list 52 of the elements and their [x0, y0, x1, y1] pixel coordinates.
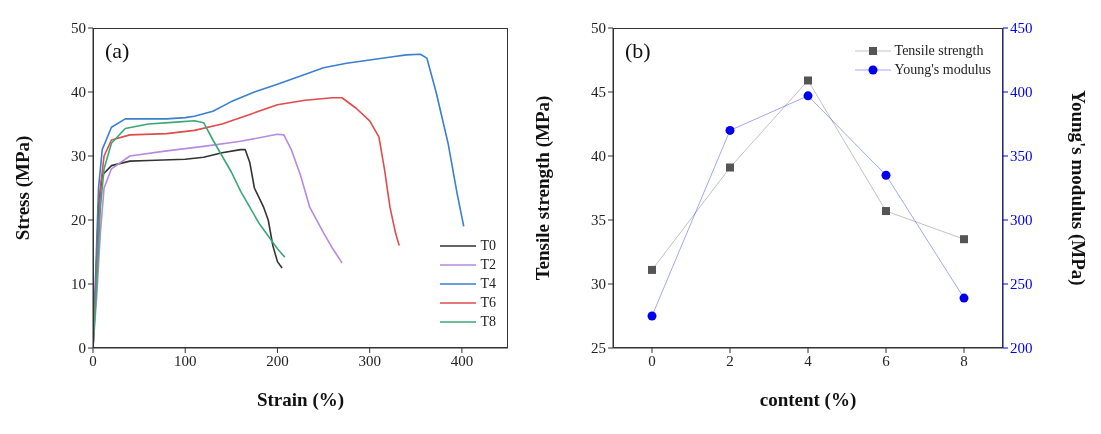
y-tick-label: 30 [71, 148, 86, 165]
annotation: (b) [625, 38, 651, 64]
y2-axis-title: Young's modulus (MPa) [1067, 90, 1090, 286]
x-tick-label: 100 [173, 352, 197, 369]
y2-tick-label: 400 [1010, 84, 1033, 101]
x-tick-label: 4 [804, 352, 813, 369]
point [959, 293, 969, 303]
legend-label: Tensile strength [894, 42, 984, 59]
point [881, 170, 891, 180]
y-tick-label: 25 [591, 340, 606, 357]
point [725, 125, 735, 135]
x-tick-label: 8 [960, 352, 968, 369]
y-tick-label: 45 [591, 84, 606, 101]
y-tick-label: 50 [591, 20, 606, 37]
y-tick-label: 50 [71, 20, 86, 37]
legend-label: T0 [480, 237, 496, 254]
y2-tick-label: 450 [1010, 20, 1033, 37]
y2-tick-label: 350 [1010, 148, 1033, 165]
x-axis-title: content (%) [759, 389, 857, 411]
x-tick-label: 0 [89, 352, 97, 369]
point [648, 265, 656, 274]
x-tick-label: 300 [358, 352, 381, 369]
y-tick-label: 20 [71, 212, 86, 229]
annotation: (a) [105, 38, 130, 64]
y2-tick-label: 200 [1010, 340, 1033, 357]
y-axis-title: Tensile strength (MPa) [531, 95, 554, 281]
y-tick-label: 35 [591, 212, 606, 229]
legend-label: T6 [480, 294, 496, 311]
y-tick-label: 30 [591, 276, 606, 293]
y-tick-label: 10 [71, 276, 86, 293]
y-tick-label: 0 [78, 340, 86, 357]
point [726, 163, 734, 172]
legend-label: T2 [480, 256, 496, 273]
point [882, 207, 890, 216]
x-tick-label: 6 [882, 352, 891, 369]
legend-label: Young's modulus [894, 61, 991, 78]
x-tick-label: 0 [648, 352, 656, 369]
y2-tick-label: 300 [1010, 212, 1033, 229]
x-tick-label: 2 [726, 352, 734, 369]
legend-label: T4 [480, 275, 496, 292]
y2-tick-label: 250 [1010, 276, 1033, 293]
point [647, 311, 657, 321]
x-axis-title: Strain (%) [256, 389, 345, 411]
point [804, 76, 812, 85]
point [803, 91, 813, 101]
legend-label: T8 [480, 313, 496, 330]
point [960, 235, 968, 244]
y-tick-label: 40 [71, 84, 86, 101]
y-tick-label: 40 [591, 148, 606, 165]
x-tick-label: 200 [266, 352, 289, 369]
y-axis-title: Stress (MPa) [11, 135, 34, 241]
x-tick-label: 400 [450, 352, 474, 369]
